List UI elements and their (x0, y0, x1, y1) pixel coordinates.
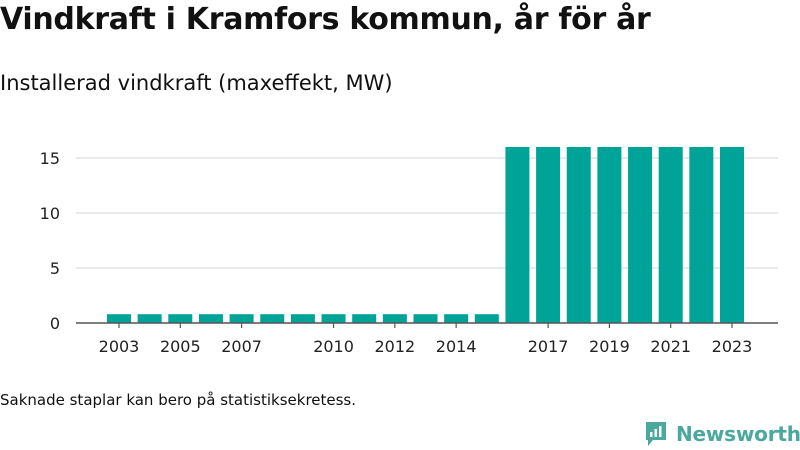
x-tick-label: 2007 (221, 337, 262, 356)
chart-subtitle: Installerad vindkraft (maxeffekt, MW) (0, 71, 393, 95)
bar-2008 (260, 314, 285, 323)
bar-2023 (720, 147, 744, 323)
brand-name: Newsworthy (676, 422, 800, 446)
bar-2009 (290, 314, 315, 323)
x-tick-label: 2014 (436, 337, 477, 356)
bar-2018 (566, 147, 591, 323)
x-tick-label: 2019 (589, 337, 630, 356)
bar-2011 (352, 314, 377, 323)
chart-title: Vindkraft i Kramfors kommun, år för år (0, 2, 651, 37)
y-axis-ticks: 0 5 10 15 (40, 149, 60, 333)
x-axis-ticks: 2003 2005 2007 2010 2012 2014 2017 2019 2021 2023 (99, 323, 753, 356)
bar-2017 (536, 147, 561, 323)
newsworthy-logo-icon (646, 422, 666, 446)
x-tick-label: 2023 (712, 337, 753, 356)
y-tick-label: 0 (50, 314, 60, 333)
bar-2015 (474, 314, 499, 323)
bar-2007 (229, 314, 254, 323)
x-tick-label: 2017 (528, 337, 569, 356)
bar-2016 (505, 147, 530, 323)
y-tick-label: 5 (50, 259, 60, 278)
bars (107, 147, 744, 323)
y-tick-label: 15 (40, 149, 60, 168)
bar-2010 (321, 314, 346, 323)
footnote: Saknade staplar kan bero på statistiksek… (0, 391, 357, 409)
brand-logo[interactable]: Newsworthy (644, 420, 800, 448)
bar-2003 (107, 314, 131, 323)
y-tick-label: 10 (40, 204, 60, 223)
bar-2012 (382, 314, 407, 323)
bar-2022 (689, 147, 714, 323)
bar-2021 (658, 147, 683, 323)
x-tick-label: 2021 (650, 337, 691, 356)
x-tick-label: 2005 (160, 337, 201, 356)
bar-2005 (168, 314, 193, 323)
bar-2013 (413, 314, 438, 323)
x-tick-label: 2010 (313, 337, 354, 356)
bar-2020 (628, 147, 653, 323)
bar-2004 (137, 314, 162, 323)
bar-2014 (444, 314, 469, 323)
x-tick-label: 2003 (99, 337, 140, 356)
bar-2006 (198, 314, 223, 323)
x-tick-label: 2012 (374, 337, 415, 356)
bar-2019 (597, 147, 622, 323)
